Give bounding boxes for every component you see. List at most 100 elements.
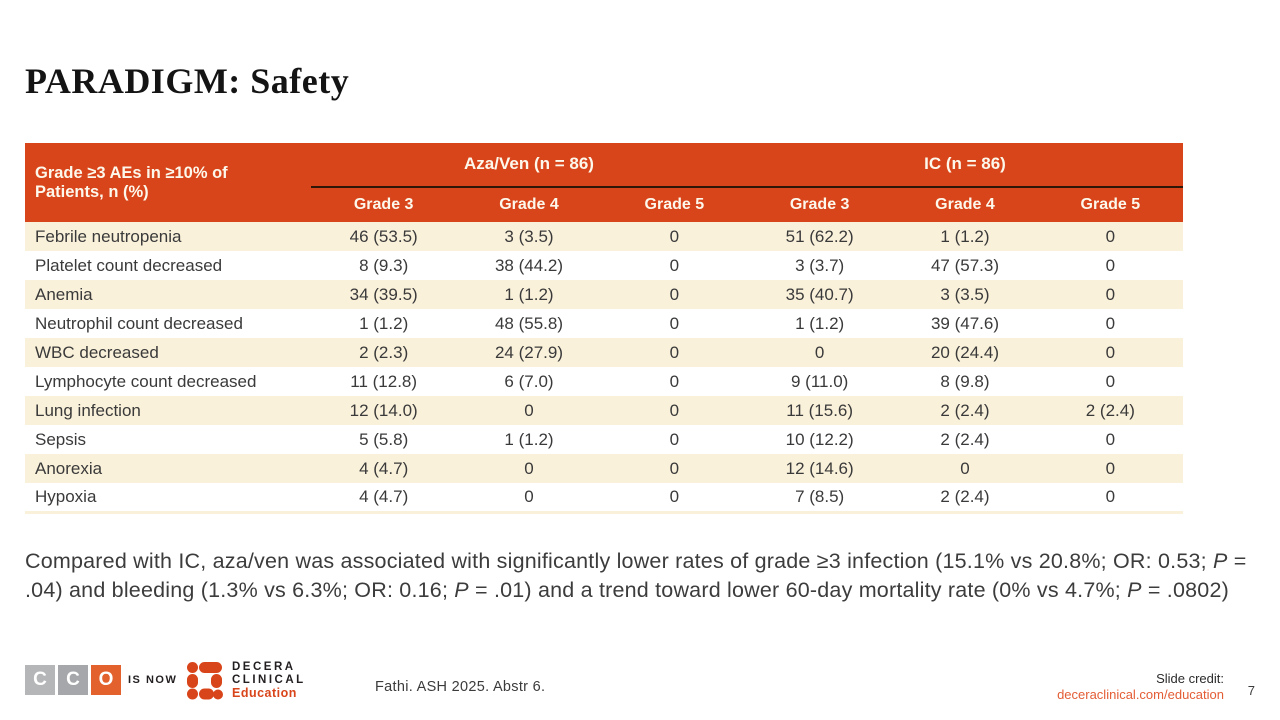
ae-value-cell: 1 (1.2)	[311, 309, 457, 338]
ae-value-cell: 0	[601, 483, 747, 514]
ae-value-cell: 0	[601, 338, 747, 367]
decera-logo: DECERA CLINICAL Education	[186, 661, 306, 700]
summary-segment: P	[1127, 578, 1142, 602]
slide-credit-link[interactable]: deceraclinical.com/education	[1057, 687, 1224, 702]
ae-value-cell: 47 (57.3)	[892, 251, 1038, 280]
ae-value-cell: 3 (3.7)	[746, 251, 893, 280]
ae-value-cell: 0	[1037, 367, 1183, 396]
ae-value-cell: 2 (2.4)	[892, 483, 1038, 514]
ae-value-cell: 34 (39.5)	[311, 280, 457, 309]
ae-value-cell: 0	[1037, 425, 1183, 454]
citation-text: Fathi. ASH 2025. Abstr 6.	[375, 679, 546, 695]
table-row: Hypoxia 4 (4.7) 0 0 7 (8.5) 2 (2.4) 0	[25, 483, 1183, 514]
cco-logo: C C O	[25, 665, 121, 695]
ae-value-cell: 0	[1037, 280, 1183, 309]
decera-logo-icon	[186, 661, 223, 700]
grade-header: Grade 4	[456, 187, 602, 222]
summary-segment: P	[1213, 549, 1228, 573]
ae-value-cell: 0	[601, 396, 747, 425]
ae-name-cell: Lymphocyte count decreased	[25, 367, 311, 396]
decera-line2: CLINICAL	[232, 674, 306, 686]
table-row: Lymphocyte count decreased 11 (12.8) 6 (7.…	[25, 367, 1183, 396]
group-header-row: Grade ≥3 AEs in ≥10% of Patients, n (%) …	[25, 143, 1183, 222]
ae-name-cell: Sepsis	[25, 425, 311, 454]
ae-value-cell: 0	[601, 251, 747, 280]
ae-name-cell: Lung infection	[25, 396, 311, 425]
ae-value-cell: 0	[601, 425, 747, 454]
summary-segment: = .04) and bleeding (1.3% vs 6.3%; OR: 0…	[25, 549, 1247, 602]
ae-name-cell: Febrile neutropenia	[25, 222, 311, 251]
ae-name-cell: WBC decreased	[25, 338, 311, 367]
slide-credit: Slide credit: deceraclinical.com/educati…	[1057, 671, 1224, 703]
decera-line1: DECERA	[232, 661, 296, 673]
ae-value-cell: 4 (4.7)	[311, 483, 457, 514]
ae-value-cell: 24 (27.9)	[456, 338, 602, 367]
ae-value-cell: 0	[1037, 454, 1183, 483]
ae-value-cell: 3 (3.5)	[892, 280, 1038, 309]
grade-header: Grade 3	[746, 187, 893, 222]
cco-logo-letter: C	[58, 665, 88, 695]
ae-value-cell: 6 (7.0)	[456, 367, 602, 396]
ae-value-cell: 2 (2.4)	[1037, 396, 1183, 425]
ae-value-cell: 0	[1037, 338, 1183, 367]
table-row: WBC decreased 2 (2.3) 24 (27.9) 0 0 20 (24.4)…	[25, 338, 1183, 367]
ae-value-cell: 0	[456, 454, 602, 483]
decera-line3: Education	[232, 686, 297, 700]
ae-value-cell: 2 (2.3)	[311, 338, 457, 367]
ae-value-cell: 51 (62.2)	[746, 222, 893, 251]
ae-value-cell: 12 (14.6)	[746, 454, 893, 483]
ae-name-cell: Neutrophil count decreased	[25, 309, 311, 338]
table-row: Anemia 34 (39.5) 1 (1.2) 0 35 (40.7) 3 (3.5) 0	[25, 280, 1183, 309]
ae-value-cell: 4 (4.7)	[311, 454, 457, 483]
adverse-events-table: Grade ≥3 AEs in ≥10% of Patients, n (%) …	[25, 143, 1183, 514]
cco-logo-letter: C	[25, 665, 55, 695]
table-row: Neutrophil count decreased 1 (1.2) 48 (55.…	[25, 309, 1183, 338]
ae-name-cell: Anorexia	[25, 454, 311, 483]
ae-value-cell: 8 (9.8)	[892, 367, 1038, 396]
ae-value-cell: 9 (11.0)	[746, 367, 893, 396]
ae-value-cell: 0	[746, 338, 893, 367]
cco-logo-letter: O	[91, 665, 121, 695]
table-corner-header: Grade ≥3 AEs in ≥10% of Patients, n (%)	[25, 143, 311, 222]
ae-value-cell: 0	[1037, 251, 1183, 280]
summary-segment: Compared with IC, aza/ven was associated…	[25, 549, 1214, 573]
ae-value-cell: 0	[1037, 309, 1183, 338]
grade-header: Grade 5	[601, 187, 747, 222]
ae-value-cell: 0	[892, 454, 1038, 483]
ae-value-cell: 3 (3.5)	[456, 222, 602, 251]
ae-value-cell: 0	[601, 367, 747, 396]
ae-value-cell: 2 (2.4)	[892, 396, 1038, 425]
summary-segment: = .01) and a trend toward lower 60-day m…	[468, 578, 1128, 602]
ae-value-cell: 0	[601, 309, 747, 338]
ae-value-cell: 8 (9.3)	[311, 251, 457, 280]
ae-value-cell: 11 (15.6)	[746, 396, 893, 425]
ae-value-cell: 0	[1037, 483, 1183, 514]
ae-value-cell: 46 (53.5)	[311, 222, 457, 251]
page-title: PARADIGM: Safety	[25, 61, 350, 101]
table-row: Anorexia 4 (4.7) 0 0 12 (14.6) 0 0	[25, 454, 1183, 483]
ae-value-cell: 10 (12.2)	[746, 425, 893, 454]
ae-value-cell: 0	[601, 280, 747, 309]
ae-value-cell: 35 (40.7)	[746, 280, 893, 309]
ae-value-cell: 1 (1.2)	[746, 309, 893, 338]
ae-value-cell: 1 (1.2)	[456, 280, 602, 309]
ae-value-cell: 7 (8.5)	[746, 483, 893, 514]
group-header-ic: IC (n = 86)	[746, 143, 1183, 188]
grade-header: Grade 5	[1037, 187, 1183, 222]
ae-value-cell: 48 (55.8)	[456, 309, 602, 338]
ae-value-cell: 0	[456, 483, 602, 514]
ae-value-cell: 11 (12.8)	[311, 367, 457, 396]
ae-value-cell: 39 (47.6)	[892, 309, 1038, 338]
ae-value-cell: 0	[456, 396, 602, 425]
ae-value-cell: 12 (14.0)	[311, 396, 457, 425]
ae-value-cell: 0	[601, 454, 747, 483]
grade-header-row: Grade 3 Grade 4 Grade 5 Grade 3 Grade 4 Grade…	[25, 187, 1183, 222]
ae-value-cell: 1 (1.2)	[456, 425, 602, 454]
page-number: 7	[1247, 683, 1255, 698]
slide-credit-label: Slide credit:	[1156, 671, 1224, 686]
ae-name-cell: Hypoxia	[25, 483, 311, 514]
decera-logo-text: DECERA CLINICAL Education	[232, 661, 306, 700]
group-header-azaven: Aza/Ven (n = 86)	[311, 143, 747, 188]
summary-text: Compared with IC, aza/ven was associated…	[25, 547, 1263, 605]
